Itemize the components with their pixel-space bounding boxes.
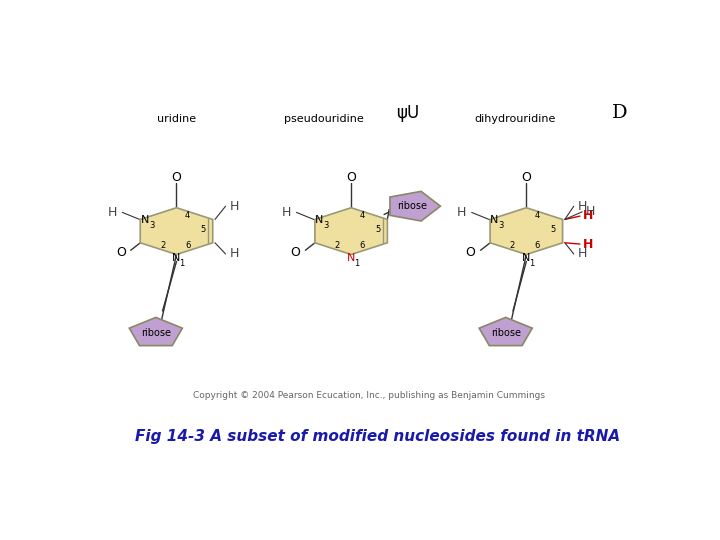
Text: H: H [457,206,467,219]
Text: Fig 14-3 A subset of modified nucleosides found in tRNA: Fig 14-3 A subset of modified nucleoside… [135,429,620,444]
Text: 2: 2 [510,241,515,249]
Text: H: H [582,209,593,222]
Text: 1: 1 [529,259,534,268]
Text: 1: 1 [179,259,185,268]
Text: 5: 5 [201,225,206,233]
Text: O: O [171,171,181,184]
Text: H: H [582,238,593,252]
Polygon shape [490,208,562,254]
Text: 5: 5 [551,225,556,233]
Polygon shape [130,318,182,346]
Text: ψU: ψU [396,104,419,122]
Text: H: H [229,200,238,213]
Polygon shape [140,208,212,254]
Text: 6: 6 [535,241,540,249]
Polygon shape [315,208,387,254]
Text: 6: 6 [359,241,365,249]
Text: N: N [490,215,499,225]
Text: H: H [577,247,587,260]
Text: ribose: ribose [397,201,428,211]
Text: O: O [116,246,125,259]
Text: N: N [141,215,150,225]
Text: 3: 3 [498,221,504,230]
Text: O: O [466,246,475,259]
Text: 4: 4 [360,211,365,220]
Text: 3: 3 [323,221,329,230]
Text: 4: 4 [535,211,540,220]
Text: uridine: uridine [157,114,196,124]
Text: dihydrouridine: dihydrouridine [474,114,556,124]
Text: D: D [612,104,627,122]
Text: O: O [290,246,300,259]
Text: N: N [315,215,323,225]
Text: Copyright © 2004 Pearson Ecucation, Inc., publishing as Benjamin Cummings: Copyright © 2004 Pearson Ecucation, Inc.… [193,391,545,400]
Text: H: H [577,200,587,213]
Text: N: N [347,253,356,263]
Text: H: H [107,206,117,219]
Text: H: H [282,206,291,219]
Polygon shape [390,191,441,221]
Text: H: H [586,205,595,218]
Text: 2: 2 [335,241,340,249]
Text: 4: 4 [185,211,190,220]
Text: N: N [172,253,181,263]
Text: 6: 6 [185,241,190,249]
Text: ribose: ribose [141,328,171,338]
Text: O: O [346,171,356,184]
Text: 2: 2 [160,241,165,249]
Text: 3: 3 [149,221,155,230]
Text: pseudouridine: pseudouridine [284,114,364,124]
Text: 1: 1 [354,259,359,268]
Polygon shape [480,318,532,346]
Text: N: N [522,253,531,263]
Text: H: H [229,247,238,260]
Text: O: O [521,171,531,184]
Text: 5: 5 [375,225,381,233]
Text: ribose: ribose [491,328,521,338]
